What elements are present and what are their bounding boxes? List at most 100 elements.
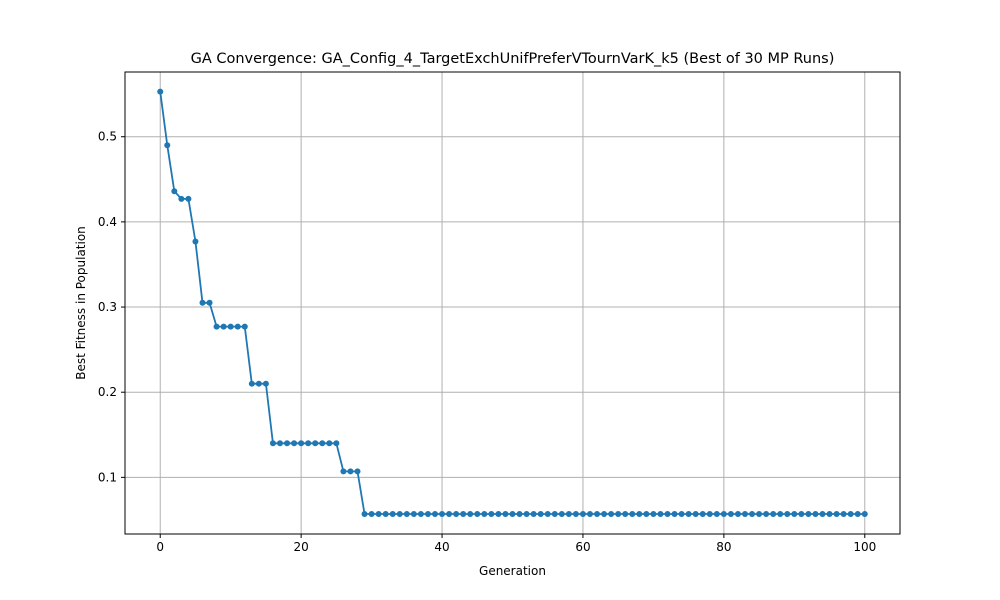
data-point <box>481 510 488 517</box>
data-point <box>361 510 368 517</box>
data-point <box>537 510 544 517</box>
data-point <box>220 323 227 330</box>
data-point <box>784 510 791 517</box>
y-axis: 0.1 0.2 0.3 0.4 0.5 <box>98 130 125 484</box>
series-line <box>159 91 865 515</box>
data-point <box>460 510 467 517</box>
data-point <box>439 510 446 517</box>
data-point <box>840 510 847 517</box>
data-point <box>805 510 812 517</box>
data-point <box>826 510 833 517</box>
x-tick-label: 100 <box>853 540 876 554</box>
data-point <box>164 142 171 149</box>
data-point <box>678 510 685 517</box>
data-point <box>291 440 298 447</box>
data-point <box>720 510 727 517</box>
data-point <box>615 510 622 517</box>
data-point <box>622 510 629 517</box>
data-point <box>756 510 763 517</box>
data-point <box>474 510 481 517</box>
data-point <box>727 510 734 517</box>
data-point <box>269 440 276 447</box>
x-tick-label: 80 <box>716 540 731 554</box>
data-point <box>579 510 586 517</box>
x-tick-label: 40 <box>434 540 449 554</box>
data-point <box>791 510 798 517</box>
data-point <box>446 510 453 517</box>
data-point <box>403 510 410 517</box>
x-axis: 0 20 40 60 80 100 <box>156 534 876 554</box>
data-point <box>544 510 551 517</box>
x-tick-label: 20 <box>293 540 308 554</box>
data-point <box>417 510 424 517</box>
y-tick-label: 0.4 <box>98 215 117 229</box>
data-point <box>213 323 220 330</box>
y-tick-label: 0.2 <box>98 385 117 399</box>
y-axis-label: Best Fitness in Population <box>74 226 88 380</box>
data-point <box>742 510 748 517</box>
data-point <box>368 510 375 517</box>
data-point <box>657 510 664 517</box>
data-point <box>516 510 523 517</box>
data-point <box>558 510 565 517</box>
data-point <box>587 510 593 517</box>
data-point <box>601 510 608 517</box>
data-point <box>171 188 178 195</box>
data-point <box>798 510 805 517</box>
data-point <box>298 440 305 447</box>
data-point <box>565 510 572 517</box>
plot-area <box>157 88 868 517</box>
data-point <box>206 299 213 306</box>
data-point <box>812 510 819 517</box>
data-point <box>861 510 868 517</box>
data-point <box>234 323 241 330</box>
data-point <box>192 238 199 245</box>
data-point <box>453 510 460 517</box>
data-point <box>277 440 283 447</box>
y-tick-label: 0.1 <box>98 470 117 484</box>
data-point <box>424 510 431 517</box>
data-point <box>699 510 706 517</box>
data-point <box>305 440 312 447</box>
data-point <box>326 440 333 447</box>
data-point <box>157 88 164 95</box>
data-point <box>551 510 558 517</box>
data-point <box>502 510 509 517</box>
data-point <box>262 380 269 387</box>
data-point <box>432 510 438 517</box>
data-point <box>671 510 678 517</box>
data-point <box>629 510 636 517</box>
data-point <box>643 510 650 517</box>
data-point <box>854 510 861 517</box>
data-point <box>467 510 474 517</box>
grid <box>125 72 900 534</box>
data-point <box>685 510 692 517</box>
data-point <box>333 440 340 447</box>
data-point <box>509 510 516 517</box>
chart-title: GA Convergence: GA_Config_4_TargetExchUn… <box>191 51 835 67</box>
x-tick-label: 0 <box>156 540 164 554</box>
data-point <box>319 440 326 447</box>
data-point <box>347 468 354 475</box>
data-point <box>185 195 192 202</box>
data-point <box>833 510 840 517</box>
data-point <box>734 510 741 517</box>
data-point <box>636 510 643 517</box>
data-point <box>248 380 255 387</box>
data-point <box>354 468 361 475</box>
data-point <box>340 468 347 475</box>
x-tick-label: 60 <box>575 540 590 554</box>
data-point <box>770 510 777 517</box>
data-point <box>706 510 713 517</box>
data-point <box>713 510 720 517</box>
data-point <box>241 323 248 330</box>
data-point <box>255 380 262 387</box>
data-point <box>763 510 770 517</box>
data-point <box>777 510 784 517</box>
data-point <box>847 510 854 517</box>
data-point <box>410 510 417 517</box>
data-point <box>488 510 495 517</box>
data-point <box>594 510 601 517</box>
data-point <box>495 510 502 517</box>
